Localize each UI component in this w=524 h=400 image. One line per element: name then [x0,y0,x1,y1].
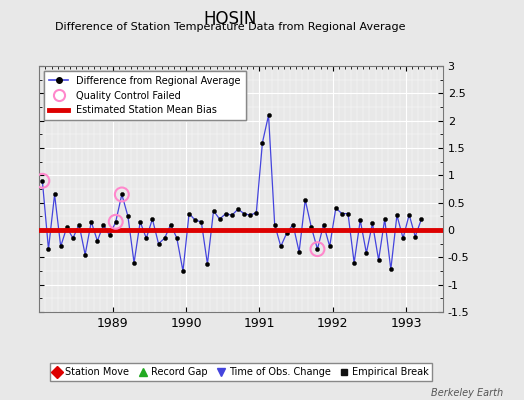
Legend: Difference from Regional Average, Quality Control Failed, Estimated Station Mean: Difference from Regional Average, Qualit… [44,71,246,120]
Legend: Station Move, Record Gap, Time of Obs. Change, Empirical Break: Station Move, Record Gap, Time of Obs. C… [50,363,432,381]
Point [38,178,47,184]
Point [117,191,126,198]
Point [313,246,322,252]
Text: Berkeley Earth: Berkeley Earth [431,388,503,398]
Point [112,218,120,225]
Text: Difference of Station Temperature Data from Regional Average: Difference of Station Temperature Data f… [56,22,406,32]
Text: HOSIN: HOSIN [204,10,257,28]
